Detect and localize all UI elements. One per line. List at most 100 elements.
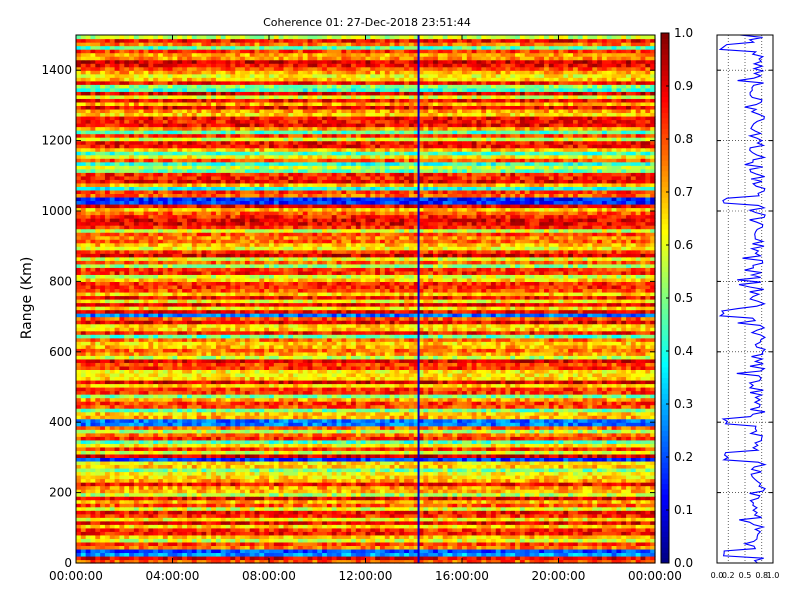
heatmap-cell bbox=[592, 538, 597, 542]
heatmap-cell bbox=[293, 440, 298, 444]
heatmap-cell bbox=[230, 429, 235, 433]
heatmap-cell bbox=[201, 528, 206, 532]
heatmap-cell bbox=[578, 549, 583, 553]
heatmap-cell bbox=[631, 471, 636, 475]
heatmap-cell bbox=[385, 482, 390, 486]
heatmap-cell bbox=[559, 475, 564, 479]
heatmap-cell bbox=[438, 545, 443, 549]
heatmap-cell bbox=[235, 464, 240, 468]
heatmap-cell bbox=[554, 468, 559, 472]
heatmap-cell bbox=[390, 528, 395, 532]
heatmap-cell bbox=[288, 457, 293, 461]
heatmap-cell bbox=[472, 556, 477, 560]
heatmap-cell bbox=[177, 436, 182, 440]
heatmap-cell bbox=[592, 542, 597, 546]
heatmap-cell bbox=[211, 482, 216, 486]
heatmap-cell bbox=[385, 440, 390, 444]
heatmap-cell bbox=[288, 531, 293, 535]
heatmap-cell bbox=[226, 457, 231, 461]
heatmap-cell bbox=[95, 443, 100, 447]
heatmap-cell bbox=[597, 524, 602, 528]
heatmap-cell bbox=[119, 450, 124, 454]
heatmap-cell bbox=[626, 528, 631, 532]
heatmap-cell bbox=[177, 528, 182, 532]
heatmap-cell bbox=[346, 517, 351, 521]
heatmap-cell bbox=[366, 486, 371, 490]
heatmap-cell bbox=[230, 514, 235, 518]
heatmap-cell bbox=[530, 507, 535, 511]
heatmap-cell bbox=[390, 500, 395, 504]
heatmap-cell bbox=[293, 500, 298, 504]
heatmap-cell bbox=[366, 422, 371, 426]
heatmap-cell bbox=[119, 521, 124, 525]
heatmap-cell bbox=[255, 450, 260, 454]
heatmap-cell bbox=[283, 486, 288, 490]
heatmap-cell bbox=[370, 468, 375, 472]
heatmap-cell bbox=[428, 461, 433, 465]
heatmap-cell bbox=[530, 496, 535, 500]
heatmap-cell bbox=[317, 493, 322, 497]
heatmap-cell bbox=[370, 538, 375, 542]
heatmap-cell bbox=[211, 493, 216, 497]
heatmap-cell bbox=[356, 524, 361, 528]
heatmap-cell bbox=[192, 464, 197, 468]
heatmap-cell bbox=[303, 464, 308, 468]
heatmap-cell bbox=[158, 468, 163, 472]
heatmap-cell bbox=[264, 507, 269, 511]
heatmap-cell bbox=[370, 528, 375, 532]
heatmap-cell bbox=[115, 496, 120, 500]
heatmap-cell bbox=[578, 461, 583, 465]
heatmap-cell bbox=[230, 419, 235, 423]
heatmap-cell bbox=[612, 535, 617, 539]
heatmap-cell bbox=[423, 545, 428, 549]
heatmap-cell bbox=[124, 531, 129, 535]
heatmap-cell bbox=[520, 524, 525, 528]
heatmap-cell bbox=[187, 422, 192, 426]
heatmap-cell bbox=[308, 535, 313, 539]
heatmap-cell bbox=[544, 517, 549, 521]
heatmap-cell bbox=[341, 549, 346, 553]
heatmap-cell bbox=[90, 542, 95, 546]
heatmap-cell bbox=[496, 422, 501, 426]
heatmap-cell bbox=[163, 461, 168, 465]
heatmap-cell bbox=[505, 556, 510, 560]
heatmap-cell bbox=[129, 528, 134, 532]
heatmap-cell bbox=[100, 545, 105, 549]
heatmap-cell bbox=[530, 443, 535, 447]
heatmap-cell bbox=[81, 475, 86, 479]
heatmap-cell bbox=[317, 429, 322, 433]
heatmap-cell bbox=[612, 454, 617, 458]
heatmap-cell bbox=[100, 542, 105, 546]
heatmap-cell bbox=[288, 496, 293, 500]
heatmap-cell bbox=[346, 500, 351, 504]
heatmap-cell bbox=[428, 482, 433, 486]
heatmap-cell bbox=[332, 503, 337, 507]
heatmap-cell bbox=[597, 493, 602, 497]
heatmap-cell bbox=[452, 464, 457, 468]
heatmap-cell bbox=[587, 471, 592, 475]
heatmap-cell bbox=[76, 454, 81, 458]
heatmap-cell bbox=[308, 422, 313, 426]
heatmap-cell bbox=[148, 549, 153, 553]
heatmap-cell bbox=[158, 422, 163, 426]
heatmap-cell bbox=[621, 507, 626, 511]
heatmap-cell bbox=[481, 552, 486, 556]
heatmap-cell bbox=[298, 517, 303, 521]
heatmap-cell bbox=[462, 528, 467, 532]
heatmap-cell bbox=[182, 493, 187, 497]
heatmap-cell bbox=[520, 514, 525, 518]
heatmap-cell bbox=[501, 556, 506, 560]
heatmap-cell bbox=[298, 440, 303, 444]
heatmap-cell bbox=[641, 482, 646, 486]
heatmap-cell bbox=[206, 549, 211, 553]
heatmap-cell bbox=[448, 429, 453, 433]
heatmap-cell bbox=[583, 521, 588, 525]
heatmap-cell bbox=[602, 514, 607, 518]
heatmap-cell bbox=[539, 489, 544, 493]
heatmap-cell bbox=[549, 493, 554, 497]
heatmap-cell bbox=[177, 454, 182, 458]
heatmap-cell bbox=[534, 528, 539, 532]
heatmap-cell bbox=[404, 503, 409, 507]
heatmap-cell bbox=[534, 461, 539, 465]
heatmap-cell bbox=[612, 447, 617, 451]
